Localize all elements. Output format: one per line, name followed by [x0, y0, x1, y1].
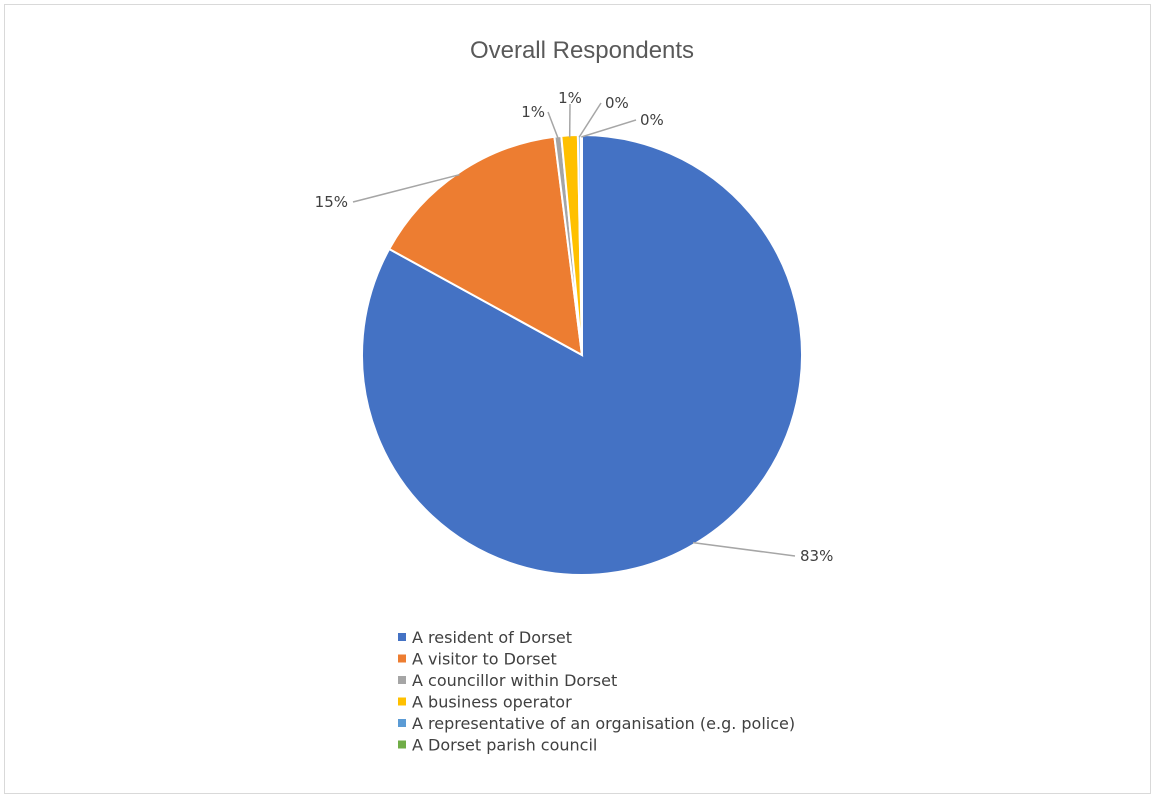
data-label: 0% [640, 111, 664, 129]
data-label: 15% [315, 193, 348, 211]
pie-slices [362, 135, 802, 575]
data-label: 0% [605, 94, 629, 112]
leader-line [581, 120, 636, 137]
leader-line [548, 112, 558, 138]
leader-line [693, 543, 795, 556]
legend-label: A Dorset parish council [412, 736, 597, 755]
legend-swatch [398, 655, 406, 663]
legend-swatch [398, 698, 406, 706]
data-label: 1% [521, 103, 545, 121]
legend-label: A business operator [412, 693, 572, 712]
legend-swatch [398, 719, 406, 727]
legend-label: A councillor within Dorset [412, 671, 617, 690]
legend-label: A visitor to Dorset [412, 650, 557, 669]
legend-swatch [398, 676, 406, 684]
chart-title: Overall Respondents [470, 37, 694, 64]
legend-swatch [398, 741, 406, 749]
data-label: 1% [558, 89, 582, 107]
legend-label: A resident of Dorset [412, 628, 572, 647]
legend-swatch [398, 633, 406, 641]
legend-label: A representative of an organisation (e.g… [412, 714, 795, 733]
data-label: 83% [800, 547, 833, 565]
legend: A resident of Dorset A visitor to Dorset A… [398, 628, 795, 755]
pie-slice [581, 135, 582, 355]
